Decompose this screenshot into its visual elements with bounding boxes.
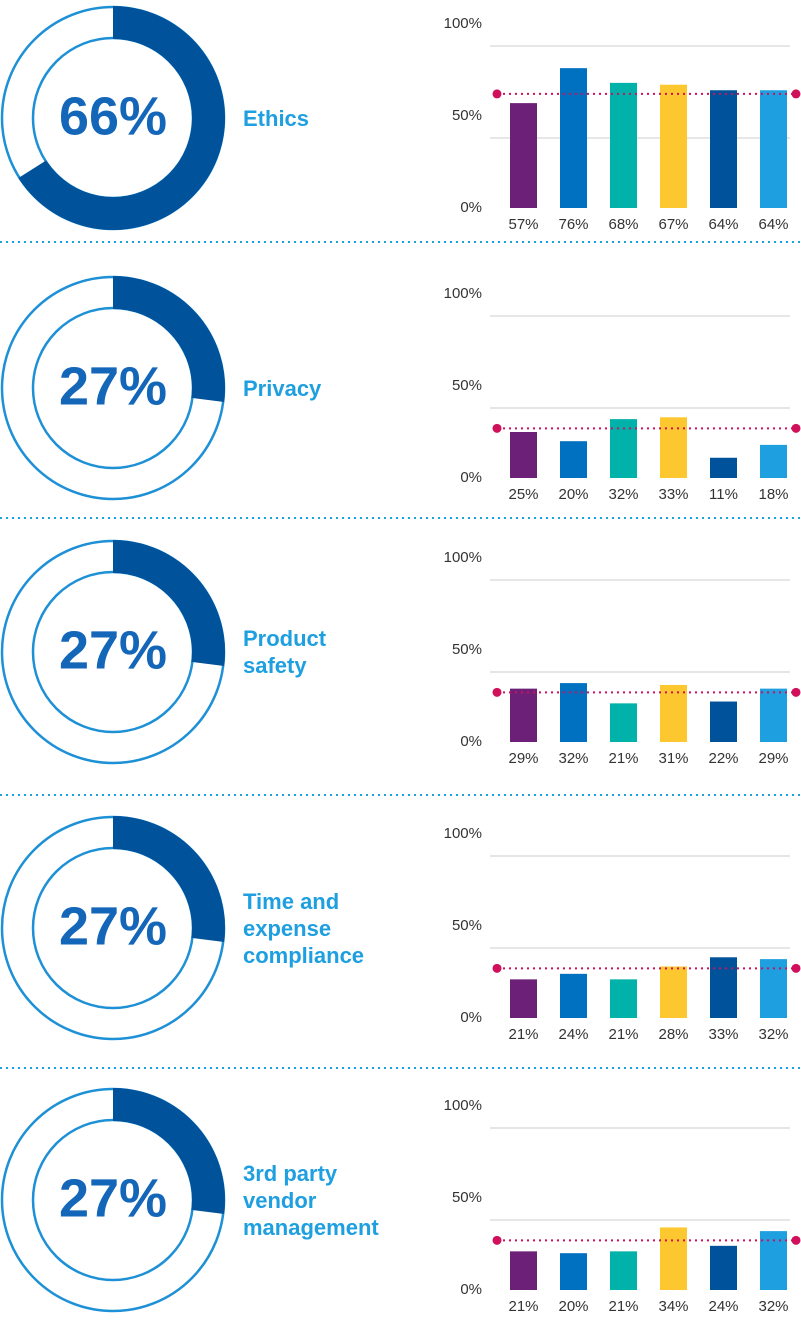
donut-value: 27%: [59, 896, 167, 956]
reference-dot: [791, 687, 801, 697]
bar: [510, 103, 537, 208]
reference-dot: [791, 89, 801, 99]
category-title: Ethics: [243, 105, 310, 131]
bar: [710, 957, 737, 1018]
donut-value: 27%: [59, 1168, 167, 1228]
reference-dot: [791, 963, 801, 973]
y-tick-label: 100%: [444, 549, 482, 566]
value-label: 29%: [758, 750, 788, 767]
value-label: 64%: [708, 216, 738, 233]
value-label: 18%: [758, 486, 788, 503]
bar: [560, 441, 587, 478]
y-tick-label: 50%: [452, 641, 482, 658]
category-title: 3rd party vendor management: [243, 1160, 379, 1240]
bar: [710, 1245, 737, 1290]
bar: [660, 84, 687, 208]
reference-dot: [492, 687, 502, 697]
bar: [710, 457, 737, 478]
value-label: 22%: [708, 750, 738, 767]
bar: [610, 82, 637, 208]
donut-value: 27%: [59, 356, 167, 416]
bar: [510, 979, 537, 1018]
value-label: 24%: [558, 1026, 588, 1043]
y-tick-label: 50%: [452, 917, 482, 934]
donut-value: 27%: [59, 620, 167, 680]
bar: [510, 432, 537, 478]
bar: [560, 1253, 587, 1290]
value-label: 32%: [608, 486, 638, 503]
bar: [660, 417, 687, 478]
bar: [610, 1251, 637, 1290]
value-label: 67%: [658, 216, 688, 233]
bar: [760, 688, 787, 742]
reference-dot: [791, 1235, 801, 1245]
value-label: 32%: [758, 1298, 788, 1315]
value-label: 29%: [508, 750, 538, 767]
bar: [510, 1251, 537, 1290]
y-tick-label: 0%: [460, 1009, 482, 1026]
y-tick-label: 0%: [460, 1281, 482, 1298]
donut-arc: [113, 816, 225, 943]
category-title: Time and expense compliance: [243, 888, 365, 968]
y-tick-label: 0%: [460, 733, 482, 750]
value-label: 20%: [558, 486, 588, 503]
value-label: 31%: [658, 750, 688, 767]
value-label: 32%: [558, 750, 588, 767]
donut-arc: [113, 276, 225, 403]
reference-dot: [791, 423, 801, 433]
bar: [560, 68, 587, 208]
donut-value: 66%: [59, 86, 167, 146]
value-label: 21%: [608, 1298, 638, 1315]
value-label: 20%: [558, 1298, 588, 1315]
value-label: 32%: [758, 1026, 788, 1043]
bar: [610, 703, 637, 742]
bar: [610, 979, 637, 1018]
value-label: 24%: [708, 1298, 738, 1315]
reference-dot: [492, 89, 502, 99]
y-tick-label: 100%: [444, 1097, 482, 1114]
value-label: 21%: [608, 750, 638, 767]
reference-dot: [492, 1235, 502, 1245]
bar: [760, 90, 787, 208]
value-label: 21%: [508, 1026, 538, 1043]
bar: [660, 1227, 687, 1290]
value-label: 33%: [708, 1026, 738, 1043]
category-title: Product safety: [243, 626, 327, 678]
value-label: 33%: [658, 486, 688, 503]
bar: [660, 684, 687, 742]
bar: [660, 966, 687, 1018]
value-label: 11%: [709, 486, 738, 503]
bar: [560, 973, 587, 1018]
y-tick-label: 50%: [452, 1189, 482, 1206]
reference-dot: [492, 423, 502, 433]
bar: [710, 90, 737, 208]
value-label: 21%: [508, 1298, 538, 1315]
bar: [510, 688, 537, 742]
category-title: Privacy: [243, 375, 322, 401]
value-label: 34%: [658, 1298, 688, 1315]
value-label: 76%: [558, 216, 588, 233]
y-tick-label: 100%: [444, 285, 482, 302]
value-label: 25%: [508, 486, 538, 503]
donut-arc: [113, 540, 225, 667]
donut-arc: [18, 6, 225, 230]
y-tick-label: 100%: [444, 825, 482, 842]
value-label: 68%: [608, 216, 638, 233]
y-tick-label: 0%: [460, 469, 482, 486]
value-label: 21%: [608, 1026, 638, 1043]
bar: [710, 701, 737, 742]
reference-dot: [492, 963, 502, 973]
y-tick-label: 100%: [444, 15, 482, 32]
donut-arc: [113, 1088, 225, 1215]
y-tick-label: 50%: [452, 107, 482, 124]
value-label: 64%: [758, 216, 788, 233]
value-label: 28%: [658, 1026, 688, 1043]
y-tick-label: 0%: [460, 199, 482, 216]
value-label: 57%: [508, 216, 538, 233]
bar: [760, 444, 787, 478]
y-tick-label: 50%: [452, 377, 482, 394]
